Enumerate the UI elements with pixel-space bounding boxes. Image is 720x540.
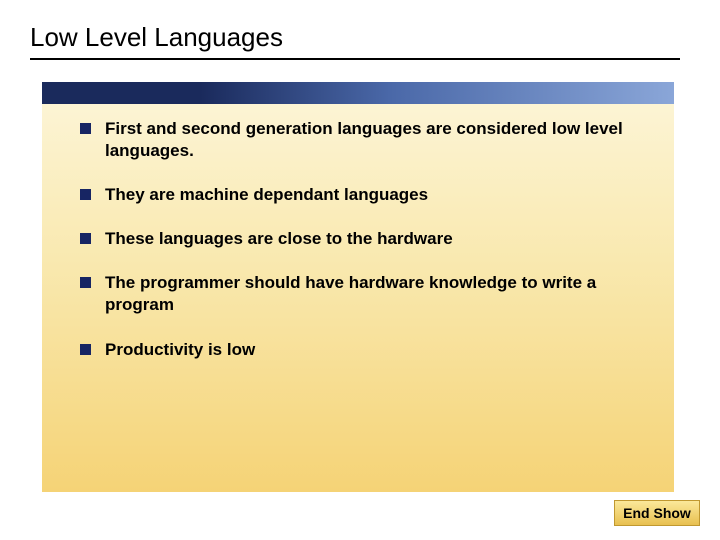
- slide-title: Low Level Languages: [30, 22, 283, 53]
- slide-container: Low Level Languages First and second gen…: [0, 0, 720, 540]
- list-item: The programmer should have hardware know…: [80, 272, 650, 316]
- bullet-list: First and second generation languages ar…: [80, 118, 650, 383]
- square-bullet-icon: [80, 189, 91, 200]
- square-bullet-icon: [80, 233, 91, 244]
- bullet-text: Productivity is low: [105, 339, 255, 361]
- header-gradient-bar: [42, 82, 674, 104]
- square-bullet-icon: [80, 123, 91, 134]
- end-show-button[interactable]: End Show: [614, 500, 700, 526]
- end-show-label: End Show: [623, 505, 691, 521]
- bullet-text: The programmer should have hardware know…: [105, 272, 650, 316]
- list-item: They are machine dependant languages: [80, 184, 650, 206]
- list-item: First and second generation languages ar…: [80, 118, 650, 162]
- square-bullet-icon: [80, 344, 91, 355]
- title-underline: [30, 58, 680, 60]
- bullet-text: These languages are close to the hardwar…: [105, 228, 453, 250]
- bullet-text: They are machine dependant languages: [105, 184, 428, 206]
- list-item: Productivity is low: [80, 339, 650, 361]
- bullet-text: First and second generation languages ar…: [105, 118, 650, 162]
- square-bullet-icon: [80, 277, 91, 288]
- list-item: These languages are close to the hardwar…: [80, 228, 650, 250]
